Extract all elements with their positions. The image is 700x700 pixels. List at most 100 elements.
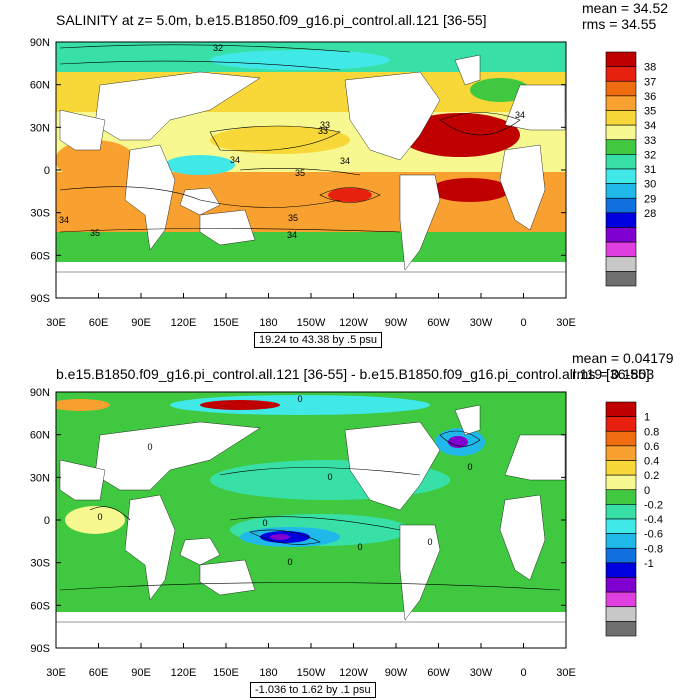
contour-label: 0 — [327, 472, 332, 482]
contour-label: 34 — [287, 230, 297, 240]
colorbar-swatch — [605, 474, 637, 491]
x-tick-label: 120W — [339, 667, 368, 679]
colorbar-label: 1 — [644, 412, 650, 424]
colorbar-label: 29 — [644, 193, 656, 205]
panel-title: SALINITY at z= 5.0m, b.e15.B1850.f09_g16… — [56, 12, 487, 28]
y-tick-label: 90S — [30, 643, 50, 655]
contour-info: -1.036 to 1.62 by .1 psu — [250, 682, 376, 698]
colorbar-swatch — [605, 547, 637, 564]
colorbar-swatch — [605, 416, 637, 432]
colorbar-swatch — [605, 80, 637, 97]
contour-label: 33 — [320, 120, 330, 130]
contour-label: 0 — [147, 442, 152, 452]
x-tick-label: 150E — [213, 667, 239, 679]
colorbar-label: 28 — [644, 208, 656, 220]
colorbar-swatch — [605, 139, 637, 155]
x-tick-label: 30E — [556, 667, 576, 679]
x-tick-label: 0 — [520, 667, 526, 679]
colorbar-label: 36 — [644, 91, 656, 103]
colorbar-label: -0.6 — [644, 529, 663, 541]
contour-label: 34 — [340, 156, 350, 166]
y-tick-label: 60S — [30, 250, 50, 262]
colorbar-swatch — [605, 621, 637, 637]
colorbar-swatch — [605, 518, 637, 534]
colorbar-swatch — [605, 430, 637, 447]
x-tick-label: 90E — [131, 317, 151, 329]
contour-label: 0 — [97, 512, 102, 522]
colorbar-label: -0.2 — [644, 499, 663, 511]
x-tick-label: 30E — [46, 667, 66, 679]
x-tick-label: 90E — [131, 667, 151, 679]
y-tick-label: 30S — [30, 208, 50, 220]
y-tick-label: 60N — [30, 80, 50, 92]
contour-label: 35 — [90, 228, 100, 238]
contour-info: 19.24 to 43.38 by .5 psu — [254, 332, 383, 348]
x-tick-label: 0 — [520, 317, 526, 329]
colorbar-label: 0.2 — [644, 470, 659, 482]
salinity-panel: SALINITY at z= 5.0m, b.e15.B1850.f09_g16… — [30, 0, 668, 348]
contour-label: 0 — [287, 557, 292, 567]
colorbar-swatch — [605, 460, 637, 476]
x-tick-label: 30E — [46, 317, 66, 329]
y-tick-label: 0 — [44, 165, 50, 177]
x-tick-label: 60E — [89, 317, 109, 329]
colorbar-swatch — [605, 110, 637, 126]
colorbar-swatch — [605, 212, 637, 228]
colorbar-swatch — [605, 66, 637, 82]
mean-value: mean = 0.04179 — [572, 350, 674, 366]
contour-label: 34 — [59, 215, 69, 225]
colorbar-label: 32 — [644, 149, 656, 161]
x-tick-label: 150E — [213, 317, 239, 329]
x-tick-label: 60W — [427, 317, 450, 329]
y-tick-label: 90N — [30, 387, 50, 399]
colorbar-swatch — [605, 606, 637, 622]
y-tick-label: 30N — [30, 122, 50, 134]
x-tick-label: 60E — [89, 667, 109, 679]
x-tick-label: 30E — [556, 317, 576, 329]
x-tick-label: 120E — [171, 317, 197, 329]
x-tick-label: 90W — [385, 667, 408, 679]
x-tick-label: 150W — [297, 667, 326, 679]
colorbar-swatch — [605, 95, 637, 111]
y-tick-label: 30N — [30, 472, 50, 484]
colorbar-swatch — [605, 504, 637, 520]
y-tick-label: 60N — [30, 430, 50, 442]
contour-label: 35 — [288, 213, 298, 223]
y-tick-label: 0 — [44, 515, 50, 527]
colorbar-label: 38 — [644, 62, 656, 74]
colorbar-label: 0 — [644, 485, 650, 497]
colorbar-swatch — [605, 533, 637, 549]
x-tick-label: 30W — [470, 667, 493, 679]
colorbar-swatch — [605, 577, 637, 593]
colorbar-swatch — [605, 445, 637, 461]
colorbar-swatch — [605, 183, 637, 199]
y-tick-label: 90S — [30, 293, 50, 305]
colorbar-label: 0.8 — [644, 426, 659, 438]
contour-label: 0 — [262, 518, 267, 528]
colorbar-swatch — [605, 256, 637, 272]
colorbar-swatch — [605, 591, 637, 608]
x-tick-label: 180 — [259, 667, 277, 679]
colorbar-label: 31 — [644, 164, 656, 176]
colorbar-swatch — [605, 168, 637, 184]
salinity-difference-panel: b.e15.B1850.f09_g16.pi_control.all.121 [… — [0, 350, 700, 700]
colorbar-swatch — [605, 51, 637, 67]
colorbar-label: 37 — [644, 76, 656, 88]
x-tick-label: 120W — [339, 317, 368, 329]
colorbar-label: 0.6 — [644, 441, 659, 453]
y-tick-label: 30S — [30, 558, 50, 570]
y-tick-label: 90N — [30, 37, 50, 49]
colorbar-swatch — [605, 197, 637, 214]
contour-label: 34 — [515, 110, 525, 120]
panel-title: b.e15.B1850.f09_g16.pi_control.all.121 [… — [56, 366, 650, 382]
contour-label: 0 — [297, 394, 302, 404]
x-tick-label: 150W — [297, 317, 326, 329]
colorbar-label: 34 — [644, 120, 656, 132]
contour-label: 35 — [295, 168, 305, 178]
x-tick-label: 60W — [427, 667, 450, 679]
colorbar-swatch — [605, 124, 637, 141]
colorbar-label: 0.4 — [644, 456, 659, 468]
colorbar-swatch — [605, 401, 637, 417]
colorbar-label: 33 — [644, 135, 656, 147]
colorbar-swatch — [605, 271, 637, 287]
